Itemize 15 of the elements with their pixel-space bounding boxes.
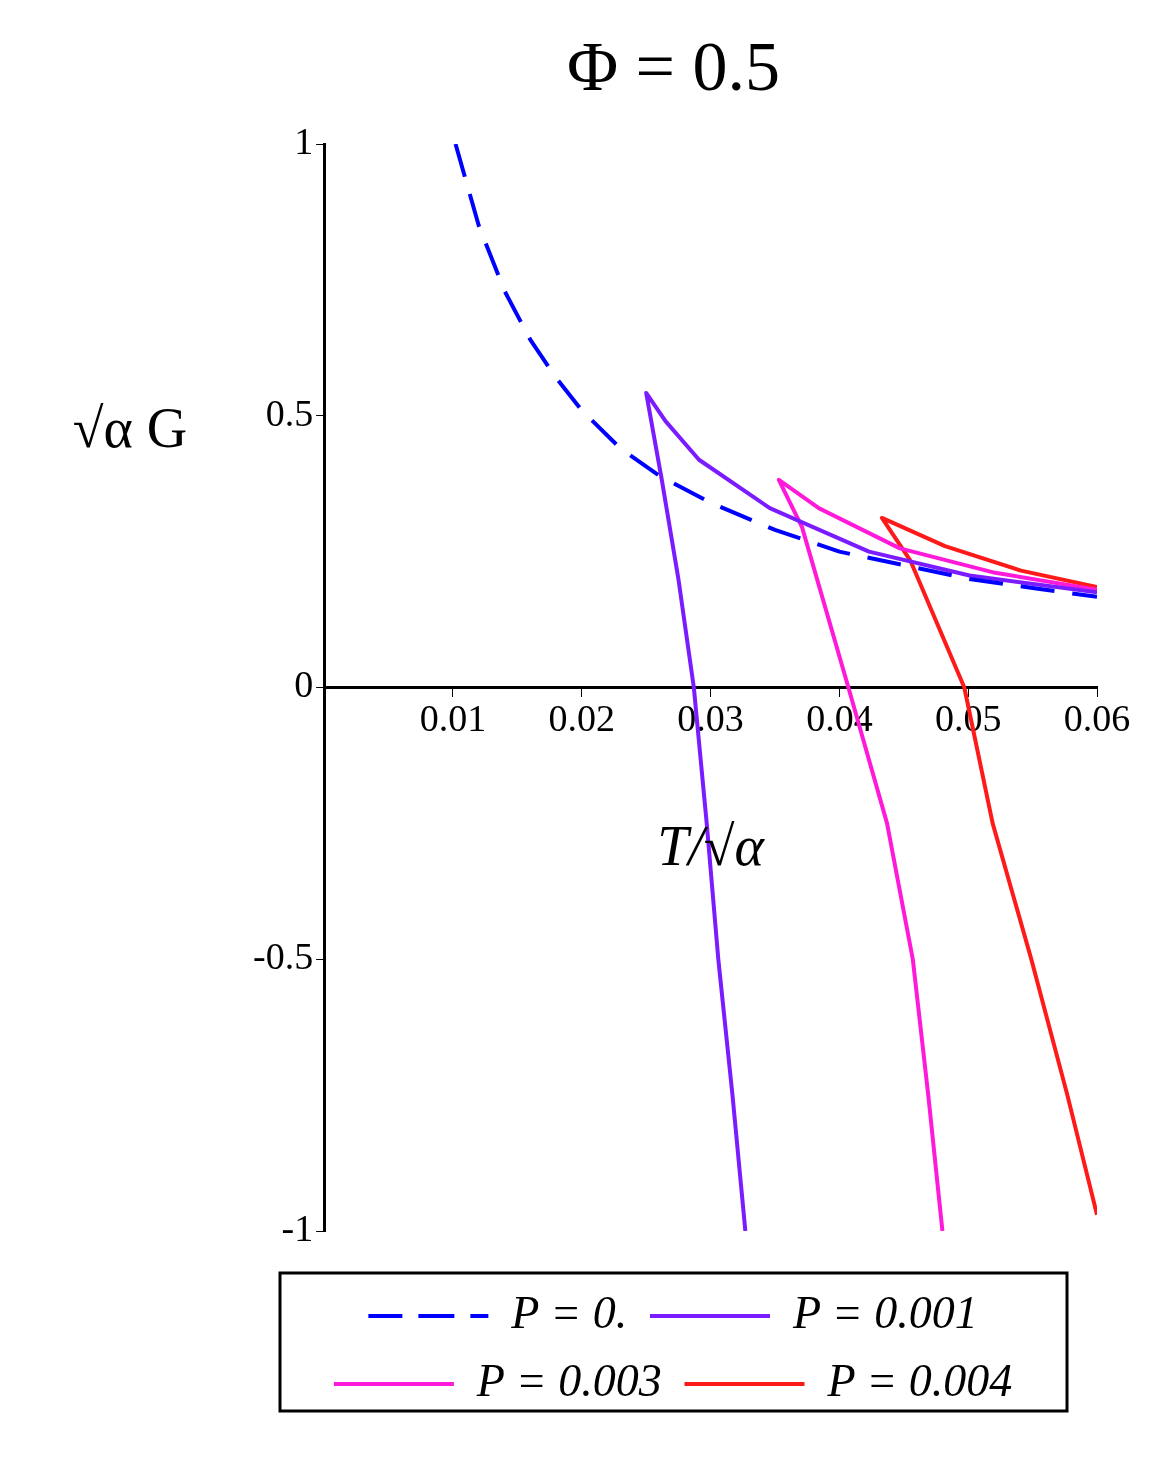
x-tick-label: 0.02 <box>548 697 616 740</box>
y-axis-title: √α G <box>72 396 188 459</box>
x-tick-label: 0.06 <box>1063 697 1131 740</box>
legend-label: P = 0.003 <box>475 1355 662 1407</box>
y-tick-label: -0.5 <box>253 935 314 978</box>
legend-label: P = 0.004 <box>826 1355 1013 1407</box>
y-tick-label: -1 <box>281 1206 314 1249</box>
y-tick-label: 0 <box>294 663 314 706</box>
x-tick-label: 0.01 <box>419 697 487 740</box>
legend-label: P = 0.001 <box>792 1287 978 1339</box>
line-series <box>453 144 1097 599</box>
legend-label: P = 0. <box>510 1287 628 1339</box>
y-tick-label: 1 <box>294 119 314 162</box>
y-tick-label: 0.5 <box>265 391 314 434</box>
chart-title: Φ = 0.5 <box>566 28 781 106</box>
